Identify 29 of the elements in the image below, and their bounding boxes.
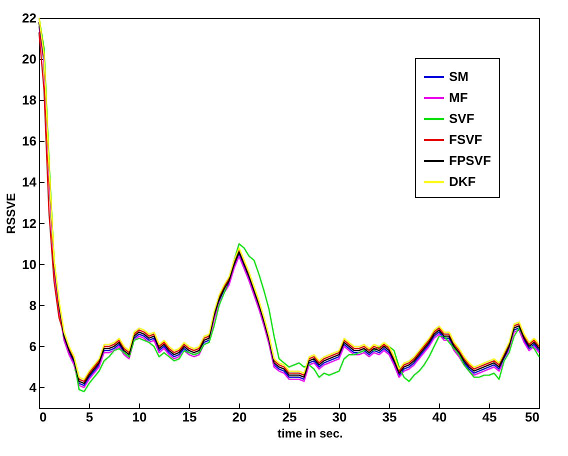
y-tick-label: 16 (22, 134, 36, 149)
legend-label: MF (449, 90, 468, 105)
y-tick-label: 18 (22, 92, 36, 108)
x-tick-label: 50 (525, 410, 540, 424)
x-axis-title: time in sec. (278, 426, 343, 440)
y-tick-label: 14 (22, 174, 38, 190)
x-tick-label: 45 (482, 410, 497, 424)
x-tick-label: 15 (182, 410, 197, 424)
y-tick-label: 22 (22, 10, 36, 26)
legend-label: FPSVF (449, 153, 491, 168)
y-tick-label: 6 (29, 338, 36, 354)
x-tick-label: 10 (132, 410, 147, 424)
legend-label: FSVF (449, 132, 482, 147)
x-tick-label: 20 (232, 410, 247, 424)
x-tick-label: 5 (86, 410, 94, 424)
y-tick-label: 10 (22, 256, 36, 272)
x-tick-label: 30 (332, 410, 347, 424)
x-tick-label: 35 (382, 410, 397, 424)
x-tick-label: 0 (40, 410, 47, 424)
y-tick-label: 12 (22, 216, 36, 231)
y-tick-label: 8 (29, 298, 36, 313)
legend-label: DKF (449, 174, 476, 189)
y-tick-label: 20 (22, 52, 36, 67)
y-tick-label: 4 (29, 380, 38, 395)
legend-label: SM (449, 69, 468, 84)
x-tick-label: 40 (432, 410, 447, 424)
x-tick-label: 25 (282, 410, 297, 424)
y-axis-title: RSSVE (4, 193, 18, 234)
legend-label: SVF (449, 111, 474, 126)
